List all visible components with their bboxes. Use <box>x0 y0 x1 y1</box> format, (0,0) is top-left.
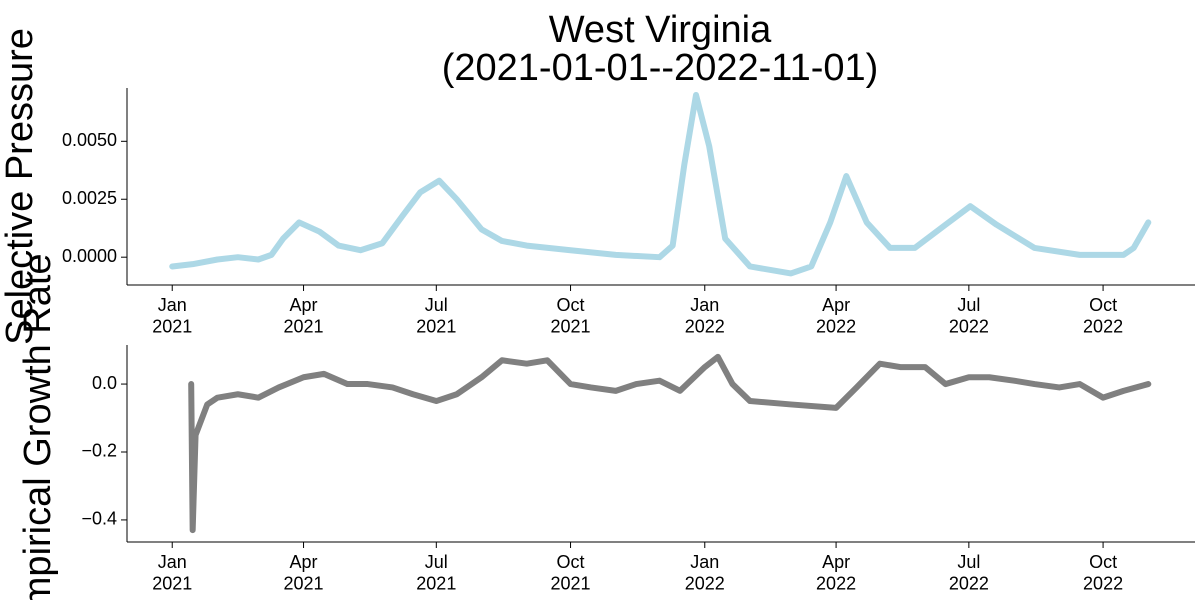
x-tick-label: Oct 2022 <box>1083 295 1123 337</box>
x-tick-label: Apr 2022 <box>816 552 856 594</box>
x-tick-label: Jan 2021 <box>152 295 192 337</box>
y-tick-label: 0.0050 <box>62 130 117 150</box>
y-tick-label: 0.0025 <box>62 188 117 208</box>
x-tick-label: Jan 2022 <box>685 552 725 594</box>
x-tick-label: Jan 2022 <box>685 295 725 337</box>
x-tick-label: Apr 2022 <box>816 295 856 337</box>
chart-title: West Virginia <box>549 9 772 51</box>
y-axis-label: Empirical Growth Rate <box>17 253 59 600</box>
x-tick-label: Jul 2021 <box>416 295 456 337</box>
data-line <box>169 91 1152 277</box>
y-tick-label: 0.0000 <box>62 246 117 266</box>
x-tick-label: Apr 2021 <box>284 552 324 594</box>
x-tick-label: Jul 2022 <box>949 552 989 594</box>
data-line <box>188 353 1152 534</box>
y-tick-label: −0.2 <box>81 441 117 461</box>
x-tick-label: Jul 2021 <box>416 552 456 594</box>
chart-subtitle: (2021-01-01--2022-11-01) <box>442 47 879 89</box>
x-tick-label: Oct 2021 <box>551 295 591 337</box>
x-tick-label: Jan 2021 <box>152 552 192 594</box>
y-tick-label: 0.0 <box>92 373 117 393</box>
y-tick-label: −0.4 <box>81 509 117 529</box>
x-tick-label: Oct 2022 <box>1083 552 1123 594</box>
x-tick-label: Apr 2021 <box>284 295 324 337</box>
x-tick-label: Jul 2022 <box>949 295 989 337</box>
y-axis-label: Selective Pressure <box>0 28 41 345</box>
x-tick-label: Oct 2021 <box>551 552 591 594</box>
